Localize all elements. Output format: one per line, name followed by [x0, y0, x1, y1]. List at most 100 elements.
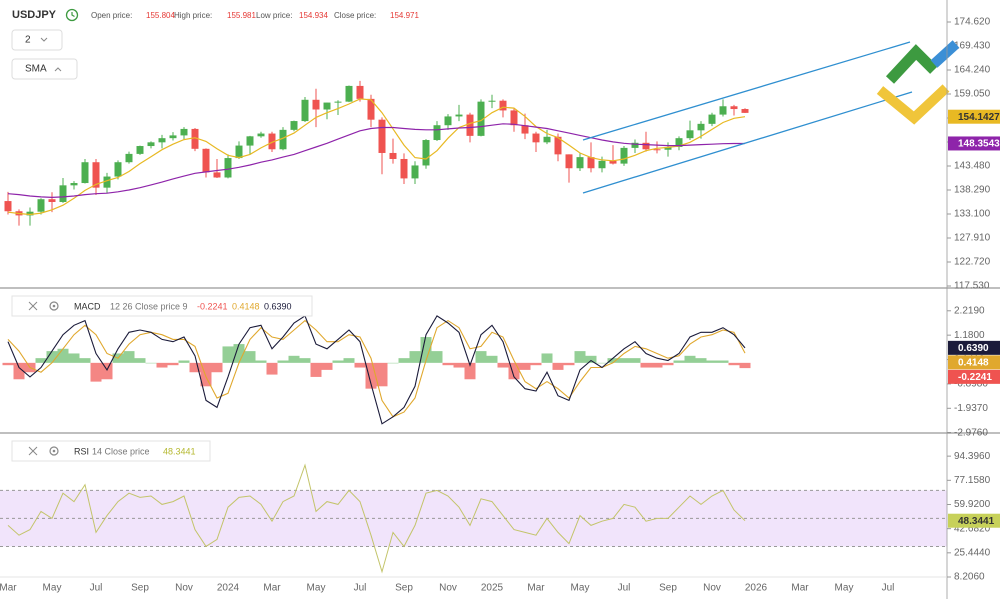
histogram-bar [431, 351, 443, 363]
candle-body [675, 138, 683, 147]
badge-layer: 154.1427 148.3543 0.6390 0.4148 -0.2241 48.34… [948, 109, 1000, 528]
histogram-bar [365, 362, 377, 389]
y-tick-label: 169.430 [954, 41, 991, 52]
candle-body [378, 119, 386, 153]
candle-body [356, 85, 364, 99]
indicator-params: 12 26 Close price 9 [110, 301, 188, 311]
interval-dropdown[interactable]: 2 [11, 29, 63, 51]
histogram-bar [46, 351, 58, 363]
histogram-bar [13, 362, 25, 380]
candle-body [620, 147, 628, 164]
histogram-bar [618, 358, 630, 363]
histogram-bar [387, 362, 399, 364]
settings-button[interactable] [49, 301, 59, 311]
histogram-bar [640, 362, 652, 368]
indicator-button[interactable]: SMA [11, 58, 78, 80]
legend-value: -0.2241 [197, 301, 228, 311]
candle-body [422, 140, 430, 166]
histogram-bar [706, 360, 718, 363]
close-button[interactable] [28, 446, 38, 456]
legend-value: 0.4148 [232, 301, 260, 311]
histogram-bar [244, 351, 256, 363]
histogram-bar [574, 351, 586, 363]
x-tick-label: May [307, 583, 326, 594]
histogram-bar [409, 351, 421, 363]
candle-body [235, 145, 243, 159]
close-label: Close price: [334, 11, 376, 20]
candle-body [103, 176, 111, 188]
candle-body [26, 211, 34, 216]
open-label: Open price: [91, 11, 132, 20]
candle-body [499, 100, 507, 111]
settings-button[interactable] [49, 446, 59, 456]
candle-body [609, 160, 617, 164]
clock-icon[interactable] [65, 8, 79, 22]
indicator-badge-bg [948, 355, 1000, 370]
histogram-bar [673, 360, 685, 363]
candle-body [565, 154, 573, 169]
indicator-line [7, 319, 746, 418]
symbol: USDJPY [12, 9, 57, 21]
histogram-bar [651, 362, 663, 368]
indicator-label: SMA [25, 64, 47, 75]
histogram-bar [629, 358, 641, 363]
x-tick-label: Mar [527, 583, 545, 594]
x-tick-label: Jul [90, 583, 103, 594]
x-tick-label: 2026 [745, 583, 768, 594]
histogram-bar [607, 358, 619, 363]
histogram-bar [255, 360, 267, 363]
candle-body [37, 199, 45, 212]
histogram-bar [68, 353, 80, 363]
indicator-value: 48.3441 [163, 446, 196, 456]
x-tick-label: Mar [263, 583, 281, 594]
candle-body [730, 106, 738, 110]
histogram-bar [299, 358, 311, 363]
price-badge: 154.1427 [958, 112, 1000, 123]
low-label: Low price: [256, 11, 292, 20]
histogram-bar [684, 355, 696, 363]
channel-line [582, 91, 913, 194]
histogram-bar [563, 362, 575, 366]
histogram-bar [354, 362, 366, 368]
indicator-badge: 0.6390 [958, 343, 989, 354]
indicator-badge: -0.2241 [958, 372, 992, 383]
histogram-bar [156, 362, 168, 368]
y-tick-label: 127.910 [954, 233, 991, 244]
candle-body [191, 128, 199, 149]
x-tick-label: Nov [703, 583, 721, 594]
x-tick-label: May [43, 583, 62, 594]
candle-body [719, 106, 727, 115]
histogram-bar [277, 360, 289, 363]
high-value: 155.981 [227, 11, 256, 20]
histogram-bar [519, 362, 531, 370]
candle-body [411, 165, 419, 179]
rsi-line [7, 463, 746, 574]
candle-body [488, 100, 496, 102]
candle-body [290, 121, 298, 130]
x-tick-label: Sep [131, 583, 149, 594]
x-tick-label: May [835, 583, 854, 594]
candle-body [510, 110, 518, 126]
x-tick-label: 2024 [217, 583, 240, 594]
histogram-bar [145, 362, 157, 364]
histogram-bar [497, 362, 509, 368]
histogram-bar [211, 362, 223, 373]
candle-body [642, 142, 650, 150]
histogram-bar [739, 362, 751, 369]
plot-layer: 117.530 122.720 127.910 133.100 138.290 143.4… [0, 17, 991, 594]
x-tick-label: Jul [618, 583, 631, 594]
histogram-bar [288, 355, 300, 363]
candle-body [323, 102, 331, 110]
histogram-bar [310, 362, 322, 377]
candle-body [125, 153, 133, 163]
candle-body [686, 130, 694, 139]
close-button[interactable] [28, 301, 38, 311]
histogram-bar [101, 362, 113, 380]
macd-legend: MACD 12 26 Close price 9 [11, 295, 313, 317]
histogram-bar [167, 362, 179, 366]
x-tick-label: 2025 [481, 583, 504, 594]
candle-body [521, 125, 529, 134]
candle-body [180, 128, 188, 136]
indicator-badge-bg [948, 369, 1000, 384]
low-value: 154.934 [299, 11, 328, 20]
